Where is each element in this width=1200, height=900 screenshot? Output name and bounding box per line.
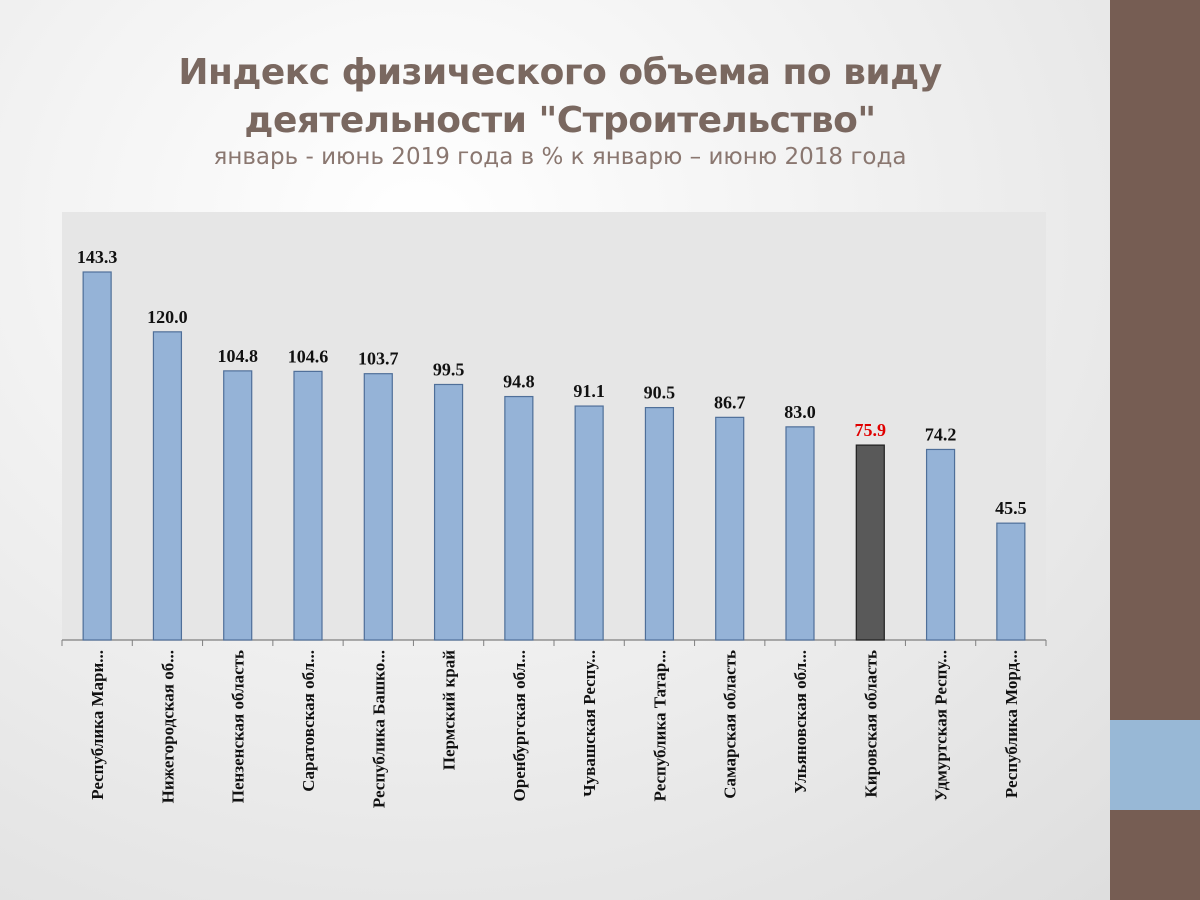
data-label-3: 104.8 (217, 346, 258, 366)
bar-12 (855, 444, 885, 641)
data-label-10: 86.7 (714, 392, 746, 412)
bar-13 (925, 448, 956, 641)
bar-5 (363, 373, 393, 641)
category-label-4: Саратовская обл... (299, 650, 318, 792)
category-label-6: Пермский край (440, 650, 459, 770)
data-label-7: 94.8 (503, 372, 535, 392)
category-label-13: Удмуртская Респу... (932, 650, 951, 801)
bar-7 (504, 395, 534, 641)
category-label-9: Республика Татар... (650, 650, 669, 801)
data-label-2: 120.0 (147, 307, 188, 327)
data-label-13: 74.2 (925, 424, 957, 444)
bar-11 (785, 426, 815, 641)
category-label-2: Нижегородская об... (158, 650, 177, 803)
data-label-9: 90.5 (644, 383, 676, 403)
bar-10 (715, 416, 745, 641)
bar-9 (644, 406, 675, 641)
bar-14 (996, 522, 1026, 641)
data-label-12: 75.9 (855, 420, 887, 440)
bar-3 (223, 370, 253, 641)
category-label-3: Пензенская область (229, 650, 248, 803)
category-label-12: Кировская область (861, 650, 880, 798)
bar-chart: 143.3 Республика Мари... 120.0 Нижегородска… (61, 247, 1047, 808)
chart-title-line-2: деятельности "Строительство" (244, 100, 876, 141)
category-label-5: Республика Башко... (369, 650, 388, 808)
data-label-6: 99.5 (433, 359, 465, 379)
data-label-8: 91.1 (573, 381, 605, 401)
bar-4 (293, 370, 323, 641)
data-label-11: 83.0 (784, 402, 816, 422)
category-label-11: Ульяновская обл... (791, 650, 810, 793)
bar-1 (82, 271, 112, 641)
bar-2 (152, 331, 183, 641)
category-label-14: Республика Морд... (1002, 650, 1021, 798)
category-label-7: Оренбургская обл... (510, 650, 529, 801)
data-label-1: 143.3 (77, 247, 118, 267)
category-label-10: Самарская область (721, 650, 740, 799)
bar-8 (574, 405, 604, 641)
decorative-side-accent (1110, 720, 1200, 810)
chart-title-line-1: Индекс физического объема по виду (178, 52, 942, 93)
category-label-1: Республика Мари... (88, 650, 107, 800)
data-label-5: 103.7 (358, 349, 399, 369)
category-label-8: Чувашская Респу... (580, 650, 599, 797)
data-label-14: 45.5 (995, 498, 1027, 518)
bar-6 (433, 383, 464, 641)
data-label-4: 104.6 (288, 346, 329, 366)
chart-subtitle: январь - июнь 2019 года в % к январю – и… (213, 144, 907, 170)
